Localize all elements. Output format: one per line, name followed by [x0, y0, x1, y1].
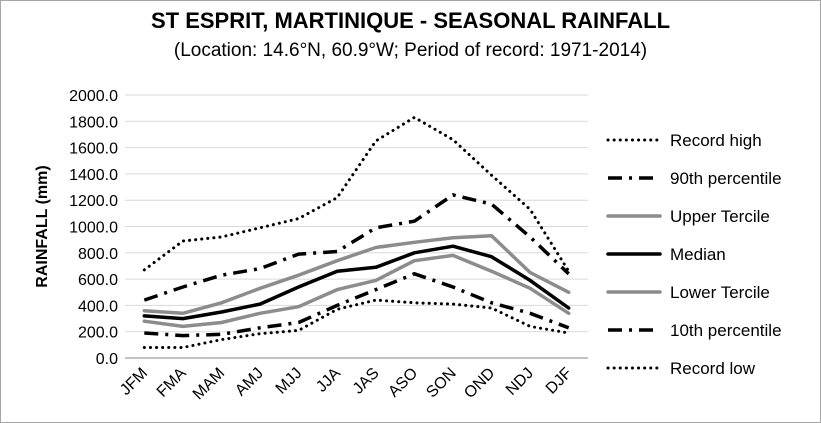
legend-label: Lower Tercile: [670, 283, 770, 302]
x-tick-label: JAS: [350, 365, 383, 398]
series-line-record-high: [142, 115, 571, 273]
series-line-record-low: [142, 298, 571, 349]
y-tick-label: 1600.0: [69, 141, 118, 158]
series-line-upper-tercile: [142, 233, 571, 316]
legend-label: Median: [670, 245, 726, 264]
y-tick-label: 1000.0: [69, 220, 118, 237]
y-tick-label: 1200.0: [69, 193, 118, 210]
x-tick-label: MJJ: [273, 365, 306, 398]
y-tick-label: 600.0: [78, 272, 118, 289]
legend-label: Record high: [670, 131, 762, 150]
legend-label: 10th percentile: [670, 321, 782, 340]
legend-label: Record low: [670, 359, 756, 378]
legend-label: Upper Tercile: [670, 207, 770, 226]
y-tick-label: 2000.0: [69, 88, 118, 105]
x-tick-label: AMJ: [232, 365, 267, 400]
y-tick-label: 400.0: [78, 298, 118, 315]
legend-label: 90th percentile: [670, 169, 782, 188]
x-tick-label: NDJ: [503, 365, 537, 399]
series-line-90th-percentile: [143, 193, 570, 302]
x-tick-label: DJF: [543, 365, 576, 398]
series-line-lower-tercile: [142, 253, 571, 329]
series-line-10th-percentile: [144, 272, 570, 338]
x-tick-label: ASO: [385, 365, 421, 401]
y-tick-label: 200.0: [78, 325, 118, 342]
y-tick-label: 1400.0: [69, 167, 118, 184]
y-axis-title: RAINFALL (mm): [34, 165, 51, 287]
x-tick-label: FMA: [154, 365, 190, 401]
chart-title: ST ESPRIT, MARTINIQUE - SEASONAL RAINFAL…: [150, 8, 671, 33]
y-tick-label: 1800.0: [69, 114, 118, 131]
x-tick-label: JFM: [117, 365, 151, 399]
x-tick-label: MAM: [190, 365, 228, 403]
series-line-median: [142, 244, 571, 321]
x-tick-label: SON: [423, 365, 460, 402]
chart-subtitle: (Location: 14.6°N, 60.9°W; Period of rec…: [173, 40, 648, 61]
x-tick-label: JJA: [313, 365, 344, 396]
y-tick-label: 800.0: [78, 246, 118, 263]
y-tick-label: 0.0: [96, 351, 118, 368]
x-tick-label: OND: [461, 365, 498, 402]
